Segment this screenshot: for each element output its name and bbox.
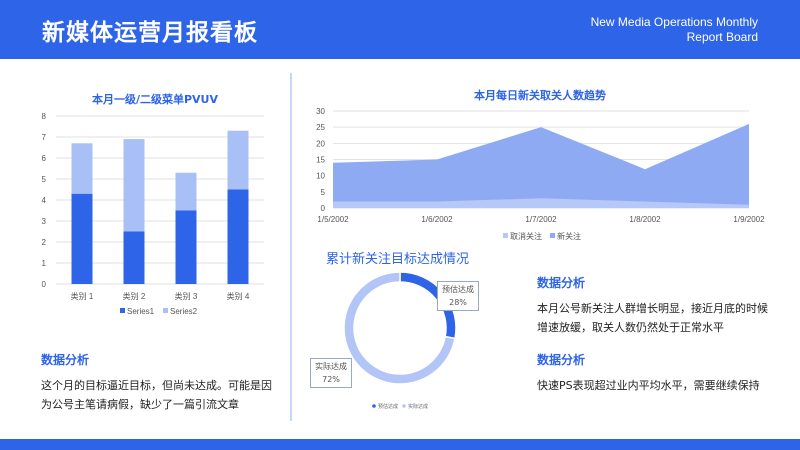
donut-slice-2 [343,271,456,385]
bar-y-tick-label: 5 [42,175,47,184]
donut-legend-label-1: 预估达成 [378,403,398,410]
bar-x-tick-label: 类别 3 [175,291,198,301]
header-bar: 新媒体运营月报看板 New Media Operations Monthly R… [0,0,800,59]
donut-callout-actual-label: 实际达成 [315,362,347,371]
donut-callout-actual: 实际达成 72% [310,358,352,388]
bar-legend-swatch-2 [163,308,168,313]
page-title: 新媒体运营月报看板 [42,20,258,46]
analysis-left-heading: 数据分析 [41,353,90,367]
bar-x-tick-label: 类别 4 [227,291,250,301]
bar-y-tick-label: 0 [42,280,47,289]
bar-y-tick-label: 8 [42,112,47,121]
bar-y-tick-label: 1 [42,259,47,268]
bar-y-tick-label: 6 [42,154,47,163]
area-y-tick-label: 30 [316,107,325,116]
bar-1-4 [227,189,249,284]
vertical-divider [290,73,292,421]
donut-legend-label-2: 实际达成 [408,403,428,410]
area-legend-swatch-2 [503,233,508,238]
bar-2-1 [71,143,93,194]
page-subtitle-line1: New Media Operations Monthly [590,15,758,29]
bar-chart-title: 本月一级/二级菜单PVUV [91,93,219,106]
area-x-tick-label: 1/8/2002 [629,215,661,224]
area-x-tick-label: 1/5/2002 [317,215,349,224]
bar-legend-label-1: Series1 [127,307,155,316]
area-x-tick-label: 1/6/2002 [421,215,453,224]
bar-chart: 0 1 2 3 4 5 6 7 8 类别 1 类别 2 类别 3 类别 4 Series1 Series2 [42,112,264,316]
bar-1-1 [71,193,93,284]
bar-legend-label-2: Series2 [170,307,198,316]
bar-y-tick-label: 3 [42,217,47,226]
area-legend-label-2: 取消关注 [510,231,542,241]
bar-y-tick-label: 7 [42,133,47,142]
bar-2-4 [227,130,249,190]
bar-2-2 [123,139,145,232]
bar-legend-swatch-1 [120,308,125,313]
page-subtitle-line2: Report Board [686,30,758,44]
area-legend-swatch-1 [550,233,555,238]
bar-x-tick-label: 类别 1 [71,291,94,301]
area-y-tick-label: 20 [316,139,325,148]
analysis-right1-body: 本月公号新关注人群增长明显，接近月底的时候增速放缓，取关人数仍然处于正常水平 [537,302,768,334]
area-chart-title: 本月每日新关取关人数趋势 [474,89,606,102]
analysis-right2-heading: 数据分析 [537,353,586,367]
analysis-right2-body: 快速PS表现超过业内平均水平，需要继续保持 [537,379,760,392]
area-x-tick-label: 1/9/2002 [733,215,765,224]
bar-1-3 [175,210,197,284]
area-x-tick-label: 1/7/2002 [525,215,557,224]
donut-callout-estimated: 预估达成 28% [437,281,479,311]
footer-bar [0,439,800,450]
bar-x-tick-label: 类别 2 [123,291,146,301]
donut-callout-actual-value: 72% [322,375,340,384]
area-series-2 [333,198,749,208]
bar-y-tick-label: 2 [42,238,47,247]
analysis-left-body: 这个月的目标逼近目标，但尚未达成。可能是因为公号主笔请病假，缺少了一篇引流文章 [41,379,272,411]
donut-legend-swatch-2 [402,404,406,408]
bar-1-2 [123,231,145,284]
page-subtitle: New Media Operations Monthly Report Boar… [591,15,758,45]
donut-callout-estimated-value: 28% [449,298,467,307]
area-y-tick-label: 5 [321,188,326,197]
area-y-tick-label: 10 [316,172,325,181]
analysis-right1-heading: 数据分析 [537,276,586,290]
area-chart: 0 5 10 15 20 25 30 1/5/2002 1/6/2002 1/7/2002 1/8/… [316,107,765,241]
area-y-tick-label: 15 [316,156,325,165]
area-y-tick-label: 0 [321,204,326,213]
donut-chart-title: 累计新关注目标达成情况 [326,252,470,267]
area-y-tick-label: 25 [316,123,325,132]
bar-y-tick-label: 4 [42,196,47,205]
bar-2-3 [175,172,197,211]
area-legend-label-1: 新关注 [557,231,581,241]
donut-callout-estimated-label: 预估达成 [442,285,474,294]
donut-legend-swatch-1 [372,404,376,408]
area-series-1 [333,123,749,208]
